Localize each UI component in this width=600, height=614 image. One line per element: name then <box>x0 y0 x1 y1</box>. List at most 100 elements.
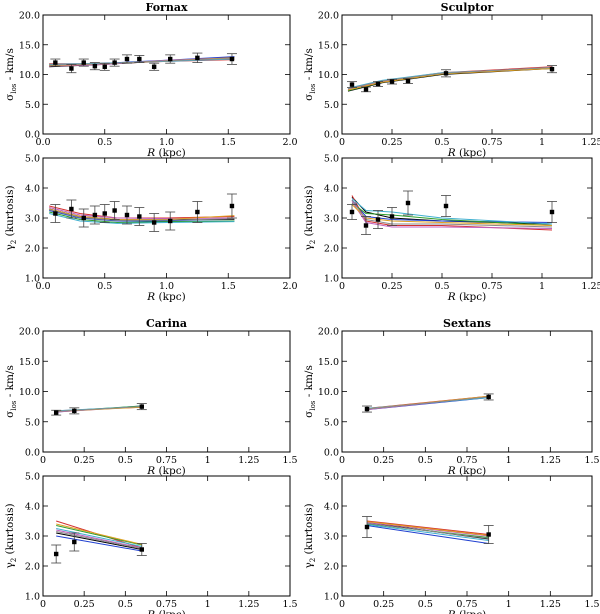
data-point <box>124 212 130 218</box>
x-tick-label: 0.5 <box>97 281 112 292</box>
x-tick-label: 1.5 <box>282 599 297 610</box>
model-line-7 <box>49 57 235 66</box>
y-tick-label: 2.0 <box>25 244 40 255</box>
data-point <box>349 82 355 87</box>
y-tick-label: 10.0 <box>19 387 40 398</box>
model-line-7 <box>347 66 553 90</box>
model-line-7 <box>54 406 142 412</box>
model-line-5 <box>366 524 489 541</box>
model-line-3 <box>49 211 235 224</box>
data-point <box>375 81 381 87</box>
data-point <box>389 79 395 84</box>
y-axis-label: σlos - km/s <box>4 48 18 101</box>
x-tick-label: 2.0 <box>282 137 297 148</box>
data-point <box>92 63 98 69</box>
data-point <box>549 209 555 215</box>
data-point <box>69 66 74 71</box>
x-tick-label: 1.25 <box>581 281 600 292</box>
x-tick-label: 1.25 <box>540 455 561 466</box>
data-point <box>151 64 157 69</box>
x-tick-label: 0.25 <box>373 455 394 466</box>
y-tick-label: 4.0 <box>324 502 339 513</box>
x-tick-label: 0.25 <box>381 137 402 148</box>
y-tick-label: 20.0 <box>19 11 40 22</box>
x-tick-label: 0 <box>339 137 345 148</box>
data-point <box>139 404 144 409</box>
x-tick-label: 0.5 <box>418 599 433 610</box>
x-tick-label: 1 <box>506 455 512 466</box>
y-tick-label: 20.0 <box>19 327 40 338</box>
data-point <box>389 214 395 219</box>
x-tick-label: 1 <box>205 455 211 466</box>
panel-sextans-sigma: 0 0.25 0.5 0.75 1 1.25 1.5 0.0 5.0 10.0 15.0 20.0 Se… <box>303 317 600 477</box>
y-tick-label: 3.0 <box>324 532 339 543</box>
x-tick-label: 1 <box>506 599 512 610</box>
x-tick-label: 0.25 <box>74 599 95 610</box>
x-axis-label: R (kpc) <box>447 147 486 159</box>
x-tick-label: 0.75 <box>481 137 502 148</box>
x-tick-label: 0 <box>339 281 345 292</box>
data-point <box>53 551 59 557</box>
y-tick-label: 1.0 <box>324 592 339 603</box>
data-point <box>112 60 117 65</box>
y-tick-label: 5.0 <box>324 472 339 483</box>
panel-sculptor-sigma: 0 0.25 0.5 0.75 1 1.25 0.0 5.0 10.0 15.0 20.0 Sculp… <box>303 1 600 159</box>
panel-fornax-sigma: 0.0 0.5 1.0 1.5 2.0 0.0 5.0 10.0 15.0 20.0 Fornax R… <box>4 1 298 159</box>
x-tick-label: 0.5 <box>418 455 433 466</box>
y-axis-label: γ2 (kurtosis) <box>4 185 18 250</box>
data-point <box>53 60 58 65</box>
x-tick-label: 1 <box>539 281 545 292</box>
x-tick-label: 0.0 <box>35 137 50 148</box>
x-tick-label: 0.75 <box>456 455 477 466</box>
model-line-3 <box>347 67 553 92</box>
x-tick-label: 0.75 <box>481 281 502 292</box>
y-tick-label: 1.0 <box>324 274 339 285</box>
x-tick-label: 0.75 <box>456 599 477 610</box>
x-tick-label: 1 <box>205 599 211 610</box>
y-axis-label: σlos - km/s <box>4 365 18 418</box>
model-line-1 <box>366 525 489 544</box>
axes-frame <box>341 330 593 453</box>
panel-sextans-kurt: 0 0.25 0.5 0.75 1 1.25 1.5 1.0 2.0 3.0 4.0 5.0 R (kp… <box>303 472 600 614</box>
x-tick-label: 0 <box>40 599 46 610</box>
y-tick-label: 4.0 <box>324 184 339 195</box>
x-axis-label: R (kpc) <box>447 291 486 303</box>
x-tick-label: 0.5 <box>118 599 133 610</box>
panel-title: Sculptor <box>441 1 494 14</box>
data-point <box>81 60 86 65</box>
panel-title: Fornax <box>145 1 187 14</box>
y-tick-label: 1.0 <box>25 592 40 603</box>
data-point <box>72 408 77 414</box>
data-point <box>363 87 369 92</box>
x-tick-label: 1.5 <box>584 599 599 610</box>
data-point <box>364 524 370 530</box>
data-point <box>81 215 86 221</box>
x-tick-label: 0.25 <box>74 455 95 466</box>
x-tick-label: 0.25 <box>373 599 394 610</box>
data-point <box>486 532 491 537</box>
data-point <box>486 394 491 400</box>
y-tick-label: 0.0 <box>25 130 40 141</box>
y-tick-label: 2.0 <box>324 244 339 255</box>
x-axis-label: R (kpc) <box>146 291 185 303</box>
x-tick-label: 1.0 <box>159 281 174 292</box>
x-axis-label: R (kpc) <box>146 609 185 614</box>
y-tick-label: 4.0 <box>25 184 40 195</box>
data-point <box>549 66 555 72</box>
y-tick-label: 3.0 <box>324 214 339 225</box>
x-tick-label: 0.5 <box>118 455 133 466</box>
y-tick-label: 4.0 <box>25 502 40 513</box>
panel-carina-sigma: 0 0.25 0.5 0.75 1 1.25 1.5 0.0 5.0 10.0 15.0 20.0 Ca… <box>4 317 298 477</box>
data-point <box>195 55 200 61</box>
panel-fornax-kurt: 0.0 0.5 1.0 1.5 2.0 1.0 2.0 3.0 4.0 5.0 R (kpc) γ2 … <box>4 154 298 304</box>
data-point <box>102 211 107 216</box>
y-tick-label: 3.0 <box>25 532 40 543</box>
y-tick-label: 15.0 <box>19 40 40 51</box>
x-tick-label: 1.25 <box>581 137 600 148</box>
data-point <box>112 208 117 213</box>
model-line-3 <box>56 525 142 546</box>
data-point <box>53 211 58 216</box>
panel-carina-kurt: 0 0.25 0.5 0.75 1 1.25 1.5 1.0 2.0 3.0 4.0 5.0 R (kp… <box>4 472 298 614</box>
model-line-5 <box>56 528 142 547</box>
